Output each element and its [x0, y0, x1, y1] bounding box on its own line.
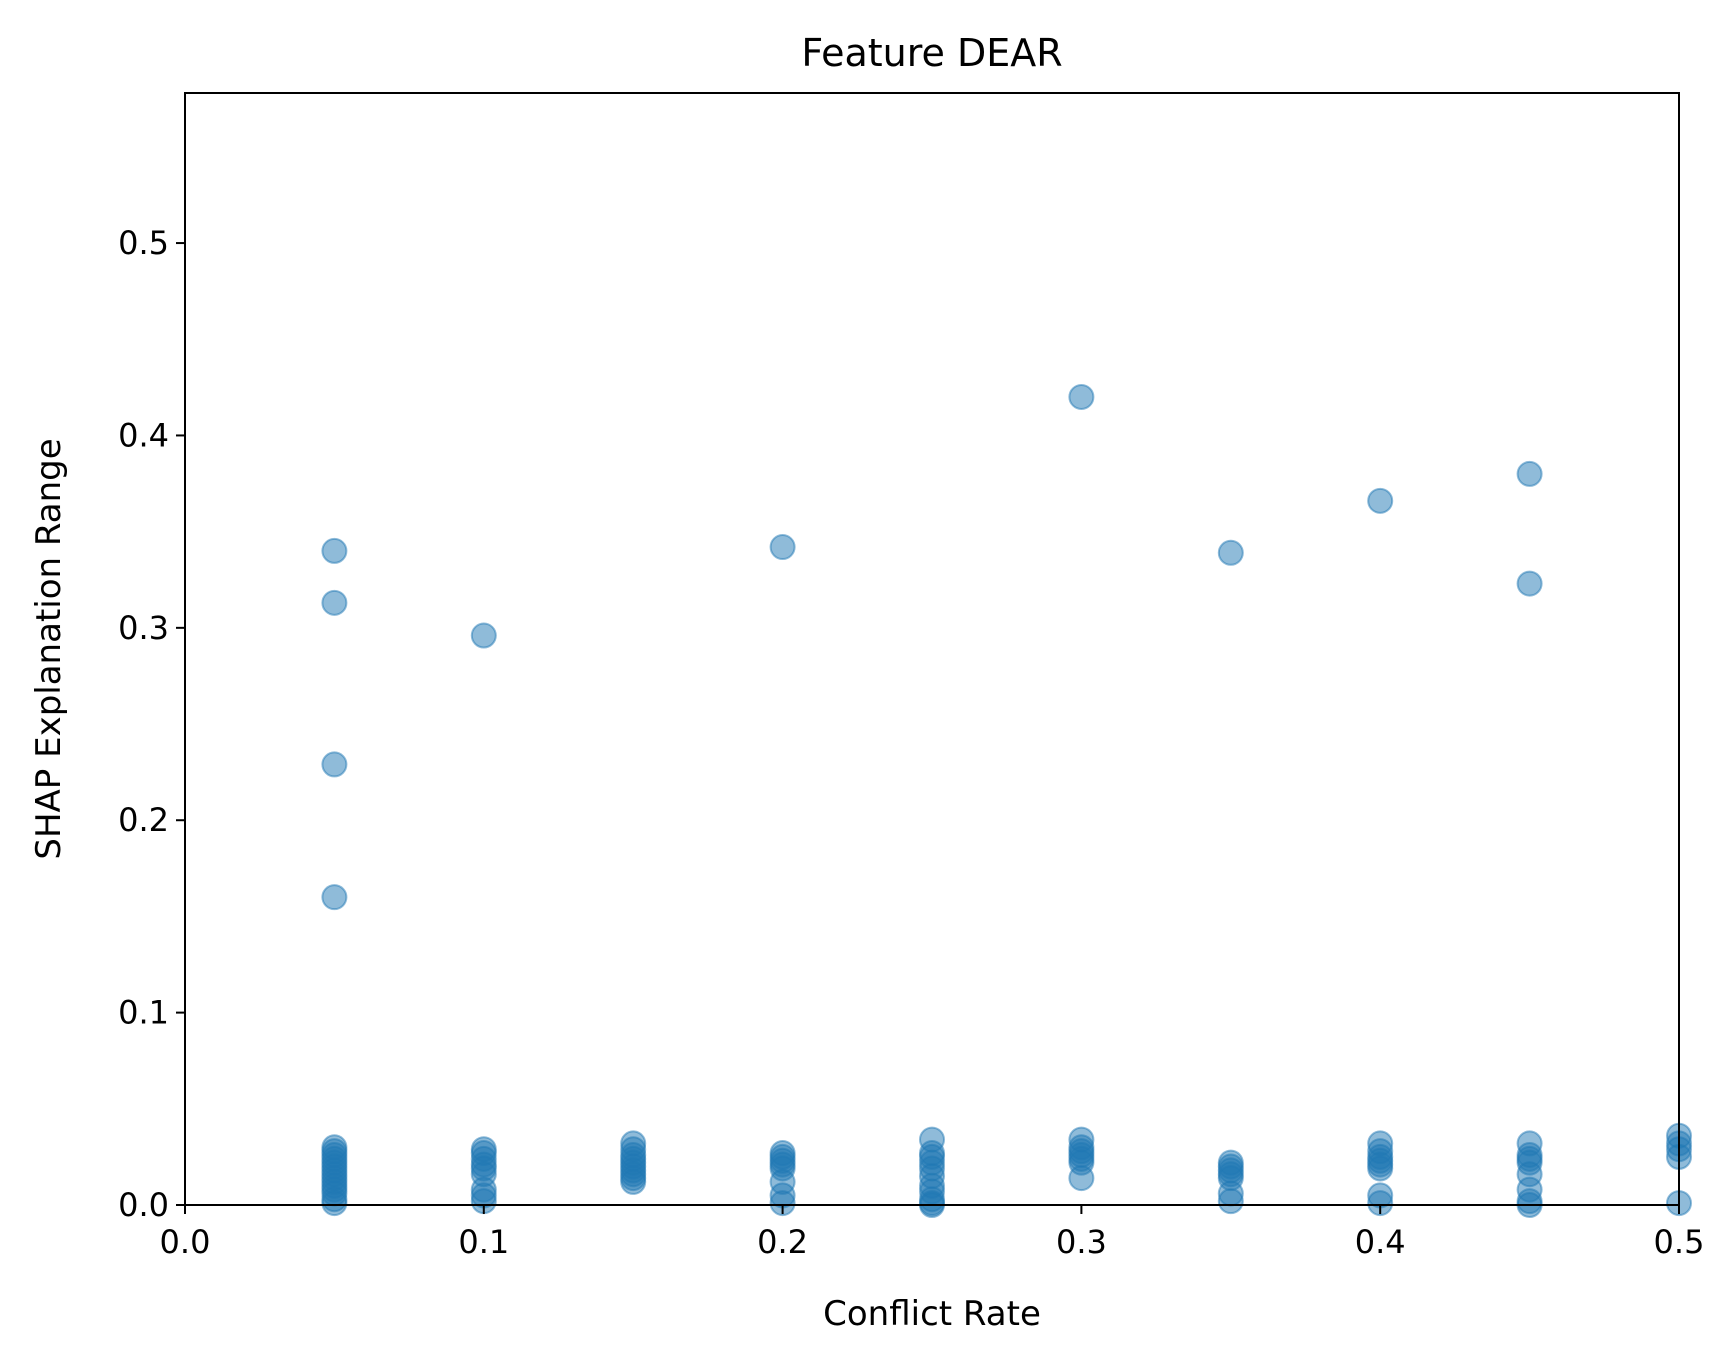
x-tick-label: 0.1: [458, 1223, 509, 1261]
y-tick-label: 0.1: [118, 994, 169, 1032]
plot-frame: [184, 92, 1680, 1206]
y-tick-label: 0.0: [118, 1186, 169, 1224]
x-tick-label: 0.0: [160, 1223, 211, 1261]
y-tick-label: 0.4: [118, 416, 169, 454]
data-point: [1068, 383, 1095, 410]
data-point: [321, 1190, 348, 1217]
x-tick-label: 0.4: [1355, 1223, 1406, 1261]
data-point: [1516, 570, 1543, 597]
data-point: [1367, 1155, 1394, 1182]
points-layer: [321, 383, 1692, 1218]
y-axis-label: SHAP Explanation Range: [29, 438, 69, 859]
x-tick-label: 0.5: [1654, 1223, 1705, 1261]
data-point: [321, 537, 348, 564]
x-tick-label: 0.2: [757, 1223, 808, 1261]
y-axis-ticks: 0.0 0.1 0.2 0.3 0.4 0.5: [118, 224, 185, 1224]
data-point: [1516, 460, 1543, 487]
data-point: [1367, 487, 1394, 514]
data-point: [1217, 539, 1244, 566]
y-tick-label: 0.5: [118, 224, 169, 262]
data-point: [321, 884, 348, 911]
data-point: [1217, 1188, 1244, 1215]
data-point: [769, 534, 796, 561]
y-tick-label: 0.3: [118, 609, 169, 647]
plot-area-background: [185, 93, 1679, 1205]
chart-title: Feature DEAR: [801, 31, 1062, 75]
data-point: [769, 1190, 796, 1217]
x-tick-label: 0.3: [1056, 1223, 1107, 1261]
data-point: [321, 589, 348, 616]
y-tick-label: 0.2: [118, 801, 169, 839]
data-point: [620, 1168, 647, 1195]
data-point: [1068, 1165, 1095, 1192]
data-point: [1367, 1190, 1394, 1217]
data-point: [321, 751, 348, 778]
data-point: [470, 622, 497, 649]
x-axis-ticks: 0.0 0.1 0.2 0.3 0.4 0.5: [160, 1205, 1705, 1261]
x-axis-label: Conflict Rate: [823, 1294, 1041, 1334]
